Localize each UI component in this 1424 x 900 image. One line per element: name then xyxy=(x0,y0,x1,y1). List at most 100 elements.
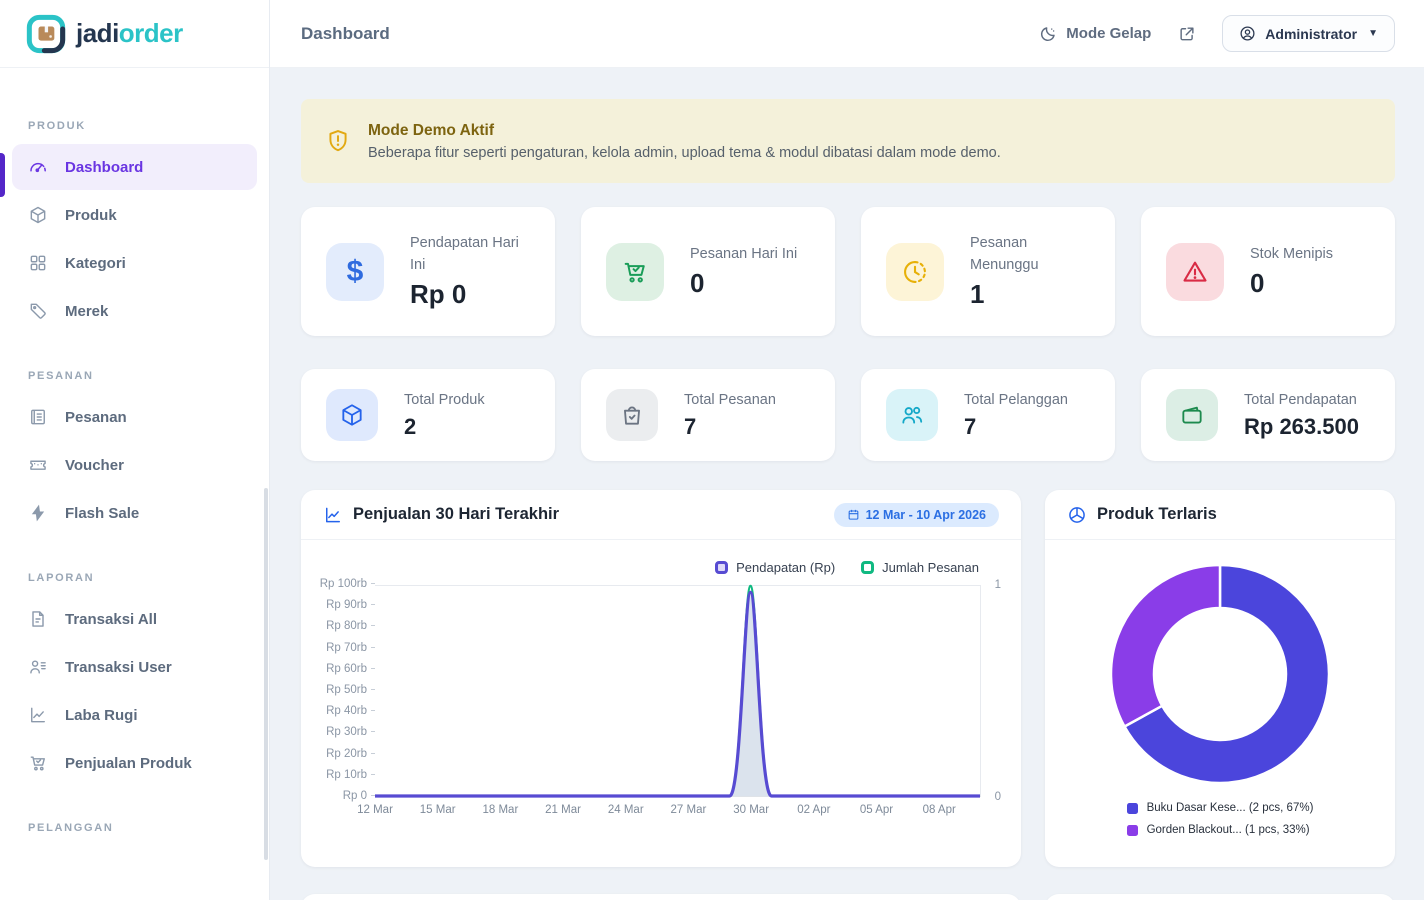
y-tick-label: Rp 80rb xyxy=(326,620,375,632)
brand-name: jadiorder xyxy=(76,18,183,48)
y-tick-label: Rp 30rb xyxy=(326,726,375,738)
stat-card-pesanan-hari-ini: Pesanan Hari Ini 0 xyxy=(581,207,835,336)
sales-y-axis: Rp 0 Rp 10rb Rp 20rb Rp 30rb Rp 40rb Rp 50rb R… xyxy=(317,578,375,802)
shield-alert-icon xyxy=(325,128,351,154)
section-label-laporan: LAPORAN xyxy=(28,572,95,584)
legend-label: Jumlah Pesanan xyxy=(882,560,979,575)
legend-item-jumlah-pesanan[interactable]: Jumlah Pesanan xyxy=(861,560,979,575)
stat-card-total-pelanggan: Total Pelanggan 7 xyxy=(861,369,1115,461)
external-link-button[interactable] xyxy=(1178,25,1196,43)
stat-card-total-produk: Total Produk 2 xyxy=(301,369,555,461)
y-tick-label: Rp 0 xyxy=(343,790,375,802)
sidebar-item-voucher[interactable]: Voucher xyxy=(12,442,257,488)
donut-body: Buku Dasar Kese... (2 pcs, 67%) Gorden B… xyxy=(1045,540,1395,836)
brand-box-icon xyxy=(26,14,66,54)
donut-segment[interactable] xyxy=(1109,563,1222,728)
right-axis-tick: 1 xyxy=(994,579,1001,591)
donut-segment[interactable] xyxy=(1123,563,1331,785)
cart-icon xyxy=(28,753,48,773)
users-icon xyxy=(886,389,938,441)
dark-mode-toggle[interactable]: Mode Gelap xyxy=(1039,25,1151,43)
sidebar: jadiorder PRODUK Dashboard Produk Katego… xyxy=(0,0,270,900)
brand-logo[interactable]: jadiorder xyxy=(0,0,269,68)
charts-row: Penjualan 30 Hari Terakhir 12 Mar - 10 A… xyxy=(301,490,1395,867)
donut-legend-item-2[interactable]: Gorden Blackout... (1 pcs, 33%) xyxy=(1126,824,1314,836)
dark-mode-label: Mode Gelap xyxy=(1066,25,1152,42)
sidebar-item-label: Merek xyxy=(65,302,109,320)
sidebar-item-penjualan-produk[interactable]: Penjualan Produk xyxy=(12,740,257,786)
ticket-icon xyxy=(28,455,48,475)
bag-check-icon xyxy=(606,389,658,441)
x-tick-label: 30 Mar xyxy=(733,804,770,816)
main-area: Dashboard Mode Gelap Administrator ▼ xyxy=(270,0,1424,900)
x-tick-label: 27 Mar xyxy=(670,804,707,816)
stat-card-total-pesanan: Total Pesanan 7 xyxy=(581,369,835,461)
next-card-right xyxy=(1045,894,1395,900)
stat-value: 0 xyxy=(1250,268,1265,298)
y-tick-label: Rp 100rb xyxy=(320,578,375,590)
sales-chart-card: Penjualan 30 Hari Terakhir 12 Mar - 10 A… xyxy=(301,490,1021,867)
sidebar-item-label: Produk xyxy=(65,206,117,224)
x-tick-label: 12 Mar xyxy=(357,804,393,816)
y-tick-label: Rp 20rb xyxy=(326,748,375,760)
pie-chart-icon xyxy=(1067,505,1087,525)
y-tick-label: Rp 90rb xyxy=(326,599,375,611)
next-card-left xyxy=(301,894,1021,900)
sidebar-item-transaksi-user[interactable]: Transaksi User xyxy=(12,644,257,690)
wallet-icon xyxy=(1166,389,1218,441)
sidebar-item-label: Voucher xyxy=(65,456,124,474)
stat-card-pendapatan-hari-ini: $ Pendapatan Hari Ini Rp 0 xyxy=(301,207,555,336)
sidebar-scrollbar[interactable] xyxy=(264,488,268,860)
cube-icon xyxy=(326,389,378,441)
sidebar-nav: PRODUK Dashboard Produk Kategori Merek xyxy=(0,68,269,834)
y-tick-label: Rp 50rb xyxy=(326,684,375,696)
sidebar-item-dashboard[interactable]: Dashboard xyxy=(12,144,257,190)
sidebar-item-flash-sale[interactable]: Flash Sale xyxy=(12,490,257,536)
y-tick-label: Rp 60rb xyxy=(326,663,375,675)
section-label-produk: PRODUK xyxy=(28,120,86,132)
banner-description: Beberapa fitur seperti pengaturan, kelol… xyxy=(368,144,1001,161)
sidebar-item-produk[interactable]: Produk xyxy=(12,192,257,238)
donut-swatch-1 xyxy=(1126,802,1138,814)
user-menu-label: Administrator xyxy=(1265,25,1358,42)
sales-chart-title: Penjualan 30 Hari Terakhir xyxy=(353,505,560,523)
top-products-card: Produk Terlaris Buku Dasar Kese... (2 pc… xyxy=(1045,490,1395,867)
date-range-badge[interactable]: 12 Mar - 10 Apr 2026 xyxy=(833,502,999,527)
banner-title: Mode Demo Aktif xyxy=(368,121,495,139)
sidebar-item-transaksi-all[interactable]: Transaksi All xyxy=(12,596,257,642)
legend-item-pendapatan[interactable]: Pendapatan (Rp) xyxy=(715,560,835,575)
y-tick-label: Rp 70rb xyxy=(326,642,375,654)
dollar-icon: $ xyxy=(326,242,384,301)
stat-value: 7 xyxy=(964,414,977,439)
section-label-pesanan: PESANAN xyxy=(28,370,94,382)
moon-icon xyxy=(1039,25,1057,43)
date-range-label: 12 Mar - 10 Apr 2026 xyxy=(865,507,986,522)
active-item-indicator xyxy=(0,153,5,197)
bolt-icon xyxy=(28,503,48,523)
donut-legend: Buku Dasar Kese... (2 pcs, 67%) Gorden B… xyxy=(1126,802,1314,836)
sidebar-item-pesanan[interactable]: Pesanan xyxy=(12,394,257,440)
stat-label: Pesanan Menunggu xyxy=(970,235,1039,273)
donut-legend-label: Buku Dasar Kese... (2 pcs, 67%) xyxy=(1146,802,1314,814)
user-list-icon xyxy=(28,657,48,677)
stat-label: Total Pelanggan xyxy=(964,391,1068,408)
donut-legend-item-1[interactable]: Buku Dasar Kese... (2 pcs, 67%) xyxy=(1126,802,1314,814)
stat-label: Stok Menipis xyxy=(1250,245,1334,262)
x-tick-label: 02 Apr xyxy=(797,804,831,816)
warning-triangle-icon xyxy=(1166,242,1224,301)
sales-legend: Pendapatan (Rp) Jumlah Pesanan xyxy=(317,560,1001,575)
sidebar-item-kategori[interactable]: Kategori xyxy=(12,240,257,286)
y-tick-label: Rp 40rb xyxy=(326,705,375,717)
sidebar-item-label: Dashboard xyxy=(65,158,144,176)
stat-value: 2 xyxy=(404,414,417,439)
stat-label: Total Pesanan xyxy=(684,391,776,408)
demo-mode-banner: Mode Demo Aktif Beberapa fitur seperti p… xyxy=(301,99,1395,183)
line-chart-icon xyxy=(28,705,48,725)
donut-chart xyxy=(1109,563,1331,785)
sidebar-item-label: Penjualan Produk xyxy=(65,754,192,772)
sidebar-item-laba-rugi[interactable]: Laba Rugi xyxy=(12,692,257,738)
user-menu[interactable]: Administrator ▼ xyxy=(1222,15,1395,52)
line-chart-icon xyxy=(323,505,343,525)
sidebar-item-merek[interactable]: Merek xyxy=(12,288,257,334)
donut-swatch-2 xyxy=(1126,824,1138,836)
